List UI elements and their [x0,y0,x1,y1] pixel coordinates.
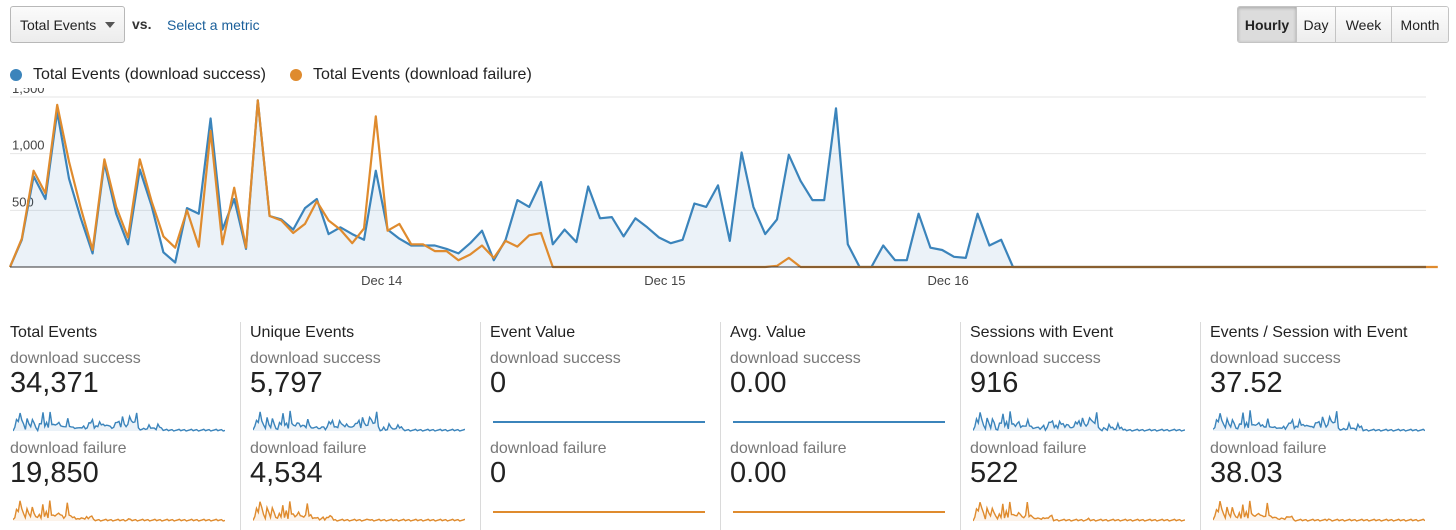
chevron-down-icon [105,22,115,28]
scorecard-success-value: 37.52 [1210,367,1283,399]
scorecard-success-value: 916 [970,367,1019,399]
scorecard-failure-value: 38.03 [1210,457,1283,489]
legend-item-failure[interactable]: Total Events (download failure) [290,66,532,84]
scorecard-divider [720,322,721,530]
scorecard-success-value: 0 [490,367,507,399]
scorecard-unique-events[interactable]: Unique Events download success 5,797 downlo… [240,322,480,530]
sparkline-success [973,411,1185,432]
legend-dot-failure [290,69,302,81]
sparkline-failure [493,511,705,513]
sparkline-success [493,421,705,423]
sparkline-success [733,421,945,423]
scorecard-success-label: download success [490,350,621,367]
sparkline-failure [13,500,225,522]
legend-label-failure: Total Events (download failure) [313,66,532,83]
chart-legend: Total Events (download success) Total Ev… [10,66,556,84]
sparkline-failure [253,501,465,522]
primary-metric-dropdown[interactable]: Total Events [10,6,125,43]
scorecard-success-value: 0.00 [730,367,787,399]
scorecard-failure-value: 19,850 [10,457,99,489]
x-tick-label: Dec 15 [644,273,685,288]
scorecard-divider [1200,322,1201,530]
sparkline-failure [1213,500,1425,522]
scorecard-total-events[interactable]: Total Events download success 34,371 downlo… [0,322,240,530]
scorecard-title: Event Value [490,324,576,341]
scorecard-failure-value: 522 [970,457,1019,489]
sparkline-success [1213,410,1425,432]
scorecard-title: Avg. Value [730,324,806,341]
scorecard-success-label: download success [970,350,1101,367]
scorecard-success-label: download success [250,350,381,367]
scorecard-title: Unique Events [250,324,355,341]
scorecard-sessions-with-event[interactable]: Sessions with Event download success 916 do… [960,322,1200,530]
scorecard-divider [960,322,961,530]
scorecard-failure-label: download failure [730,440,847,457]
scorecard-divider [240,322,241,530]
select-metric-link[interactable]: Select a metric [167,17,260,33]
x-tick-label: Dec 14 [361,273,402,288]
scorecard-events-session-with-event[interactable]: Events / Session with Event download succ… [1200,322,1440,530]
granularity-week-button[interactable]: Week [1335,7,1391,42]
scorecard-title: Total Events [10,324,98,341]
scorecard-success-value: 5,797 [250,367,323,399]
scorecard-failure-label: download failure [250,440,367,457]
sparkline-success [253,410,465,432]
y-tick-label: 1,500 [12,88,45,96]
legend-label-success: Total Events (download success) [33,66,266,83]
scorecard-failure-value: 0.00 [730,457,787,489]
scorecard-failure-label: download failure [490,440,607,457]
scorecard-success-label: download success [730,350,861,367]
scorecard-failure-value: 4,534 [250,457,323,489]
granularity-hourly-button[interactable]: Hourly [1238,7,1296,42]
scorecard-failure-label: download failure [1210,440,1327,457]
legend-item-success[interactable]: Total Events (download success) [10,66,266,84]
sparkline-success [13,411,225,433]
sparkline-failure [973,501,1185,522]
series-area-success [10,100,1426,268]
scorecard-event-value[interactable]: Event Value download success 0 download fai… [480,322,720,530]
scorecard-divider [480,322,481,530]
y-tick-label: 1,000 [12,138,45,153]
scorecard-success-label: download success [10,350,141,367]
legend-dot-success [10,69,22,81]
x-tick-label: Dec 16 [927,273,968,288]
granularity-day-button[interactable]: Day [1296,7,1335,42]
vs-label: vs. [132,16,152,32]
scorecard-failure-value: 0 [490,457,507,489]
scorecard-avg-value[interactable]: Avg. Value download success 0.00 download f… [720,322,960,530]
scorecard-title: Events / Session with Event [1210,324,1408,341]
granularity-toggle: Hourly Day Week Month [1237,6,1449,43]
granularity-month-button[interactable]: Month [1391,7,1448,42]
scorecard-title: Sessions with Event [970,324,1114,341]
scorecard-failure-label: download failure [10,440,127,457]
scorecard-success-label: download success [1210,350,1341,367]
sparkline-failure [733,511,945,513]
primary-metric-label: Total Events [20,16,97,33]
scorecard-failure-label: download failure [970,440,1087,457]
scorecard-row: Total Events download success 34,371 downlo… [0,322,1456,530]
scorecard-success-value: 34,371 [10,367,99,399]
